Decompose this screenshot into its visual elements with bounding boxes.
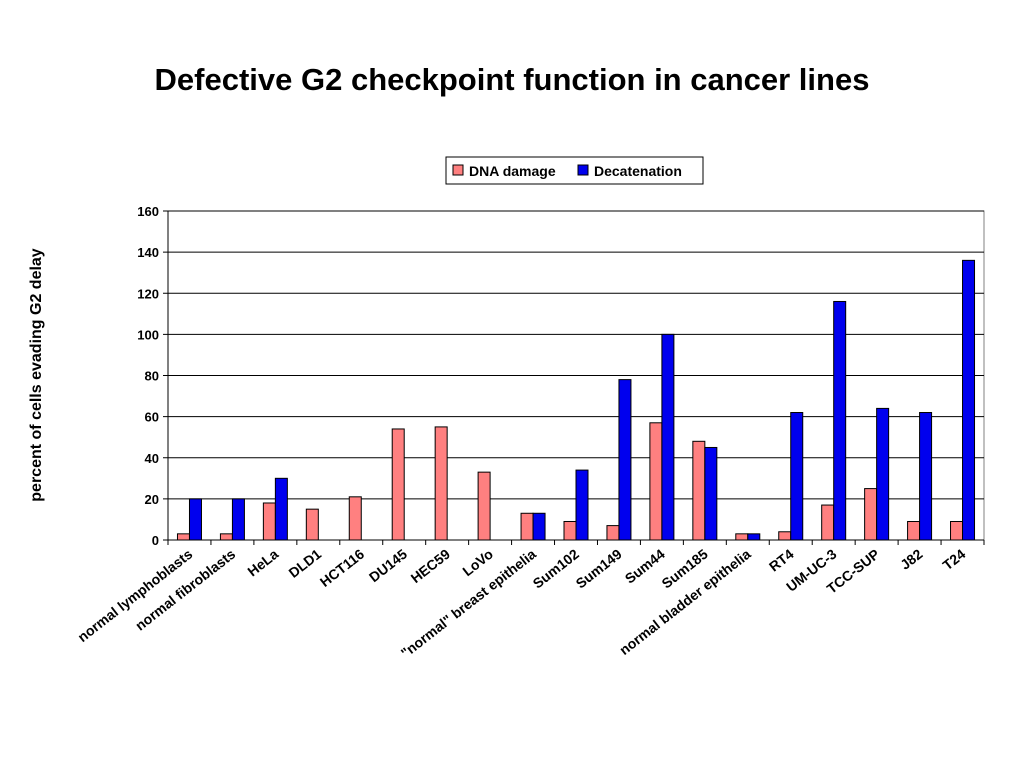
bar-decatenation bbox=[575, 469, 589, 541]
bar-decatenation bbox=[274, 477, 288, 541]
bar-decatenation bbox=[704, 446, 718, 541]
bar-dna-damage bbox=[950, 520, 964, 541]
bar-decatenation bbox=[231, 498, 245, 541]
bar-decatenation bbox=[188, 498, 202, 541]
legend-swatch-decatenation bbox=[577, 164, 589, 176]
bar-decatenation bbox=[962, 259, 976, 541]
x-category-label: J82 bbox=[897, 546, 925, 573]
chart-title: Defective G2 checkpoint function in canc… bbox=[154, 62, 870, 97]
legend-swatch-dna-damage bbox=[452, 164, 464, 176]
bar-dna-damage bbox=[176, 533, 190, 541]
y-tick-label: 20 bbox=[145, 492, 159, 507]
bar-dna-damage bbox=[391, 428, 405, 541]
y-tick-label: 100 bbox=[137, 327, 159, 342]
bar-dna-damage bbox=[348, 496, 362, 541]
bar-dna-damage bbox=[262, 502, 276, 541]
bar-dna-damage bbox=[219, 533, 233, 541]
y-tick-label: 0 bbox=[152, 533, 159, 548]
bar-dna-damage bbox=[434, 426, 448, 541]
y-tick-label: 160 bbox=[137, 204, 159, 219]
y-tick-label: 40 bbox=[145, 451, 159, 466]
bar-dna-damage bbox=[477, 471, 491, 541]
x-category-label: RT4 bbox=[766, 546, 797, 575]
bar-dna-damage bbox=[735, 533, 749, 541]
x-category-label: T24 bbox=[940, 546, 969, 574]
bar-dna-damage bbox=[864, 488, 878, 541]
x-category-label: Sum102 bbox=[530, 546, 582, 592]
bar-decatenation bbox=[661, 333, 675, 541]
bars bbox=[176, 259, 976, 541]
bar-dna-damage bbox=[606, 525, 620, 541]
legend-box bbox=[445, 156, 704, 185]
bar-decatenation bbox=[747, 533, 761, 541]
legend-label-dna-damage: DNA damage bbox=[469, 163, 556, 179]
x-category-label: Sum149 bbox=[573, 546, 625, 592]
bar-dna-damage bbox=[305, 508, 319, 541]
x-category-label: HCT116 bbox=[317, 546, 367, 590]
legend-label-decatenation: Decatenation bbox=[594, 163, 682, 179]
bar-decatenation bbox=[532, 512, 546, 541]
x-category-label: HeLa bbox=[244, 546, 281, 580]
gridlines bbox=[168, 210, 984, 500]
bar-dna-damage bbox=[520, 512, 534, 541]
bar-decatenation bbox=[919, 412, 933, 541]
bar-dna-damage bbox=[649, 422, 663, 541]
y-tick-label: 140 bbox=[137, 245, 159, 260]
bar-dna-damage bbox=[778, 531, 792, 541]
axes bbox=[163, 210, 985, 545]
bar-decatenation bbox=[790, 412, 804, 541]
bar-decatenation bbox=[833, 300, 847, 541]
y-tick-label: 60 bbox=[145, 410, 159, 425]
bar-dna-damage bbox=[821, 504, 835, 541]
legend: DNA damage Decatenation bbox=[445, 156, 704, 185]
x-category-label: LoVo bbox=[459, 546, 496, 580]
x-category-label: HEC59 bbox=[408, 546, 454, 587]
y-axis-label: percent of cells evading G2 delay bbox=[28, 248, 45, 502]
x-category-label: DU145 bbox=[366, 546, 410, 586]
bar-dna-damage bbox=[907, 520, 921, 541]
bar-decatenation bbox=[618, 379, 632, 541]
y-tick-label: 120 bbox=[137, 286, 159, 301]
bar-decatenation bbox=[876, 407, 890, 541]
bar-dna-damage bbox=[692, 440, 706, 541]
y-tick-label: 80 bbox=[145, 369, 159, 384]
bar-dna-damage bbox=[563, 520, 577, 541]
y-tick-labels: 0 20 40 60 80 100 120 140 160 bbox=[137, 204, 159, 548]
